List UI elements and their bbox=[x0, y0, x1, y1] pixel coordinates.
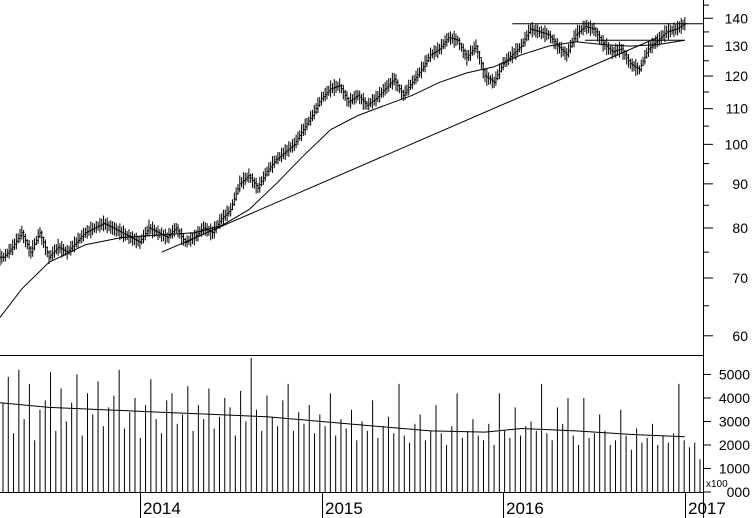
year-tick-label: 2017 bbox=[688, 499, 726, 518]
price-tick-label: 140 bbox=[725, 10, 749, 26]
volume-panel bbox=[0, 358, 701, 492]
volume-tick-label: 4000 bbox=[719, 390, 750, 406]
price-tick-label: 90 bbox=[732, 176, 748, 192]
trendline bbox=[161, 37, 658, 253]
axes bbox=[0, 0, 713, 518]
volume-tick-label: 1000 bbox=[719, 460, 750, 476]
price-tick-label: 130 bbox=[725, 38, 749, 54]
moving-average-line bbox=[0, 39, 685, 318]
volume-tick-label: 5000 bbox=[719, 366, 750, 382]
volume-tick-label: 000 bbox=[727, 484, 751, 500]
price-tick-label: 120 bbox=[725, 68, 749, 84]
price-tick-label: 80 bbox=[732, 220, 748, 236]
volume-unit-label: x100 bbox=[706, 479, 728, 490]
price-tick-label: 70 bbox=[732, 270, 748, 286]
price-tick-label: 60 bbox=[732, 328, 748, 344]
labels: 60 70 80 90 100 110 120 130 140 000 1000 2000 3000 40… bbox=[143, 10, 750, 518]
year-tick-label: 2014 bbox=[143, 499, 181, 518]
year-tick-label: 2015 bbox=[325, 499, 363, 518]
volume-tick-label: 3000 bbox=[719, 413, 750, 429]
year-tick-label: 2016 bbox=[506, 499, 544, 518]
price-tick-label: 110 bbox=[726, 101, 749, 117]
volume-average-line bbox=[0, 402, 685, 438]
volume-tick-label: 2000 bbox=[719, 437, 750, 453]
price-tick-label: 100 bbox=[725, 136, 749, 152]
price-panel bbox=[0, 16, 703, 318]
